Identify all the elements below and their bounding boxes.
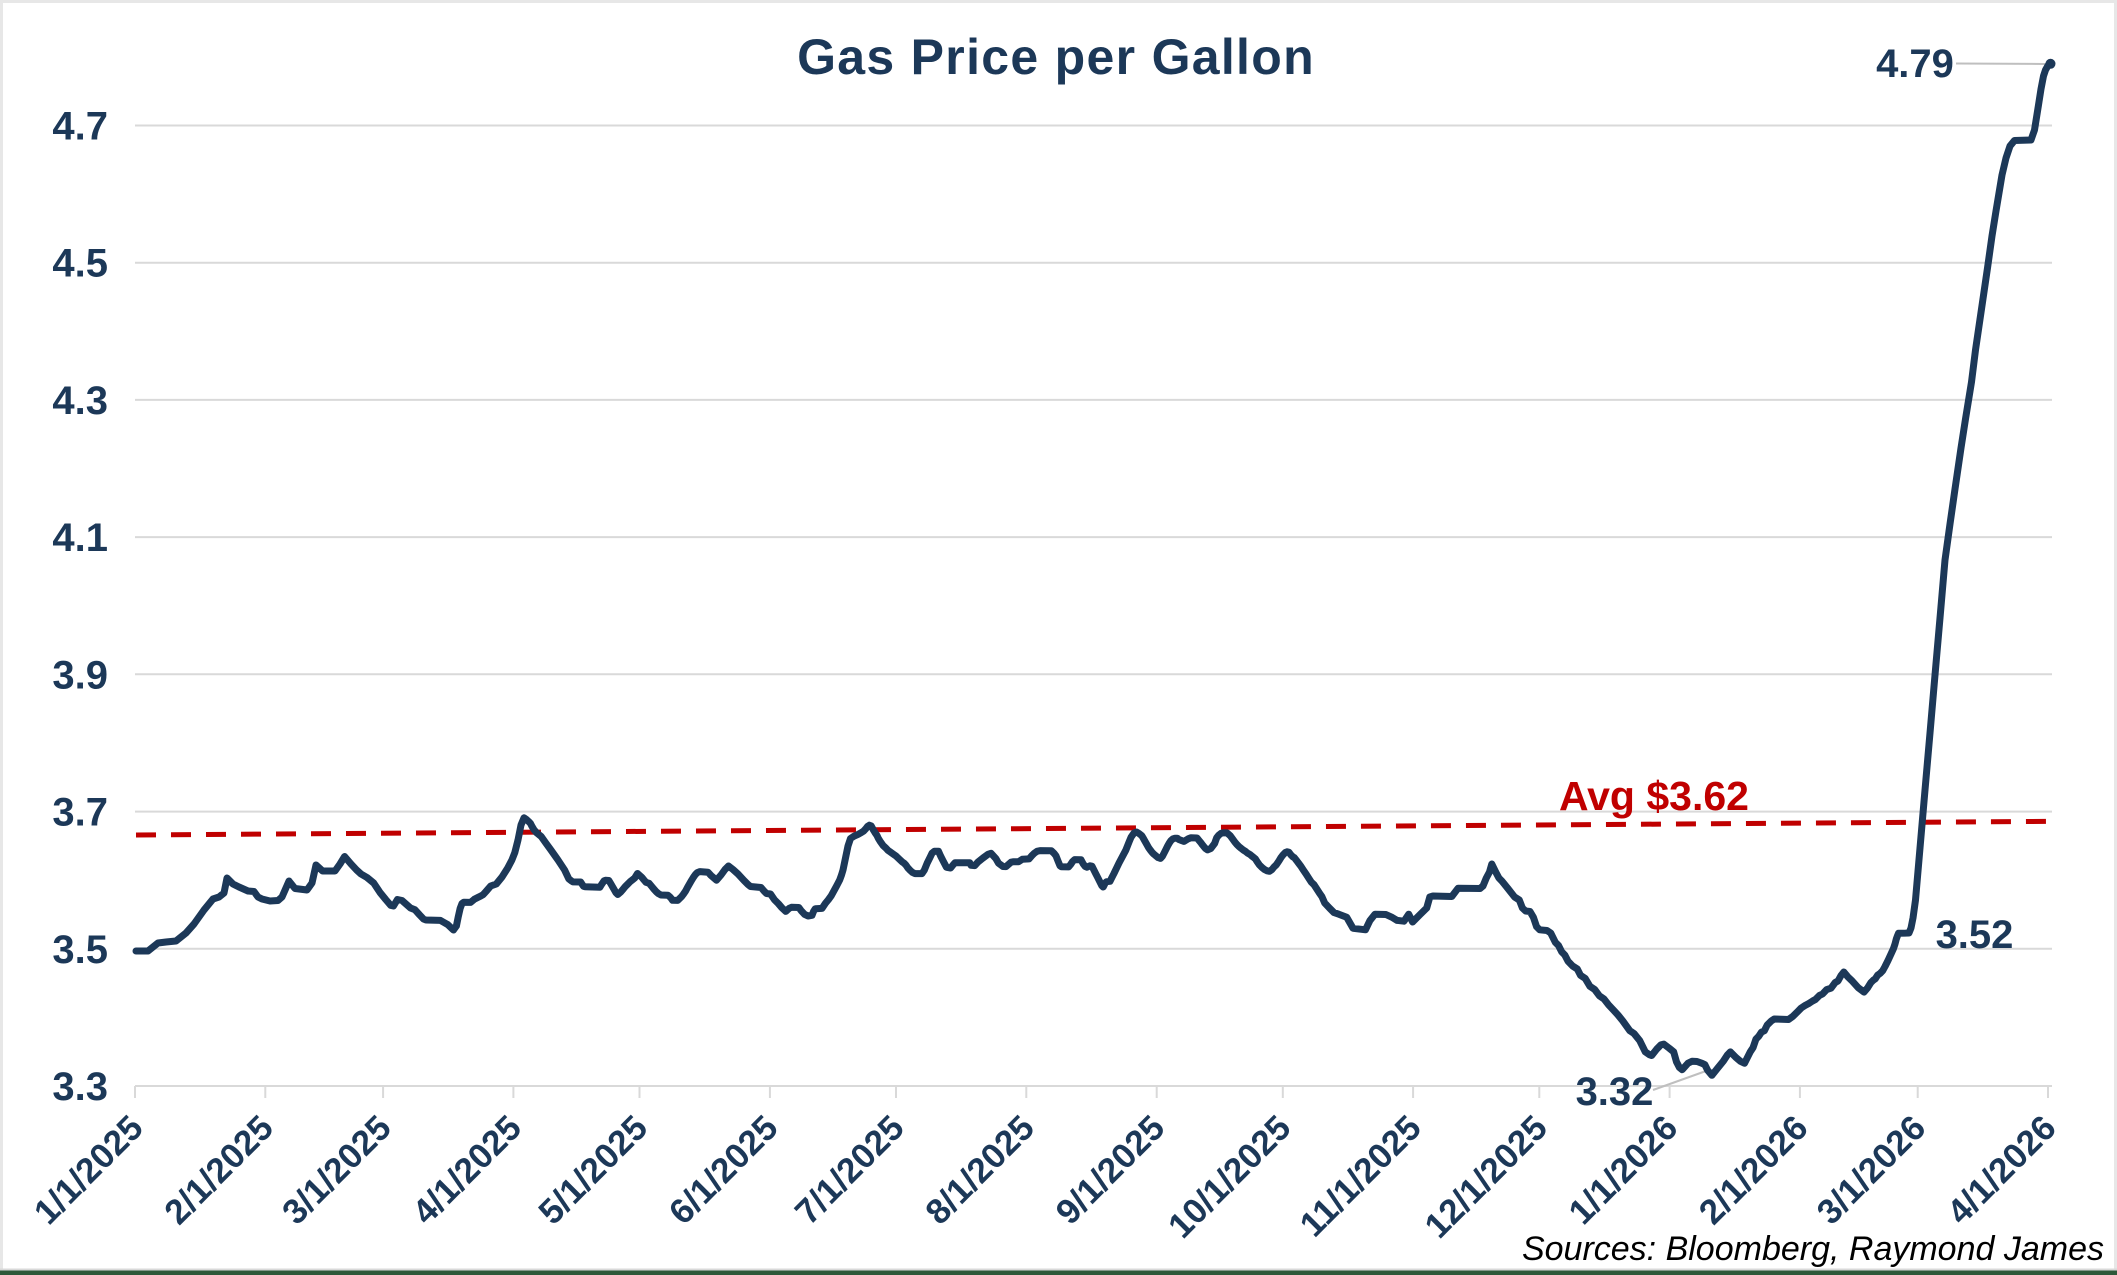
svg-text:4.7: 4.7 — [52, 105, 108, 149]
svg-text:3.9: 3.9 — [52, 653, 108, 697]
svg-text:4.3: 4.3 — [52, 379, 108, 423]
svg-text:4.1: 4.1 — [52, 516, 108, 560]
svg-text:3.5: 3.5 — [52, 928, 108, 972]
svg-text:3.32: 3.32 — [1576, 1070, 1654, 1114]
svg-text:Avg $3.62: Avg $3.62 — [1559, 773, 1749, 819]
svg-text:Sources: Bloomberg, Raymond Ja: Sources: Bloomberg, Raymond James — [1522, 1230, 2104, 1268]
svg-text:Gas Price per Gallon: Gas Price per Gallon — [797, 29, 1315, 85]
svg-text:3.3: 3.3 — [52, 1065, 108, 1109]
svg-text:4.5: 4.5 — [52, 242, 108, 286]
svg-text:3.7: 3.7 — [52, 791, 108, 835]
svg-text:3.52: 3.52 — [1936, 913, 2014, 957]
svg-text:4.79: 4.79 — [1876, 42, 1954, 86]
